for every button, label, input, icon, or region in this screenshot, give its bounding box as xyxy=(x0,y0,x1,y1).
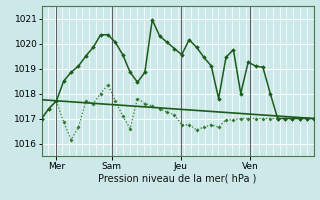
X-axis label: Pression niveau de la mer( hPa ): Pression niveau de la mer( hPa ) xyxy=(99,173,257,183)
